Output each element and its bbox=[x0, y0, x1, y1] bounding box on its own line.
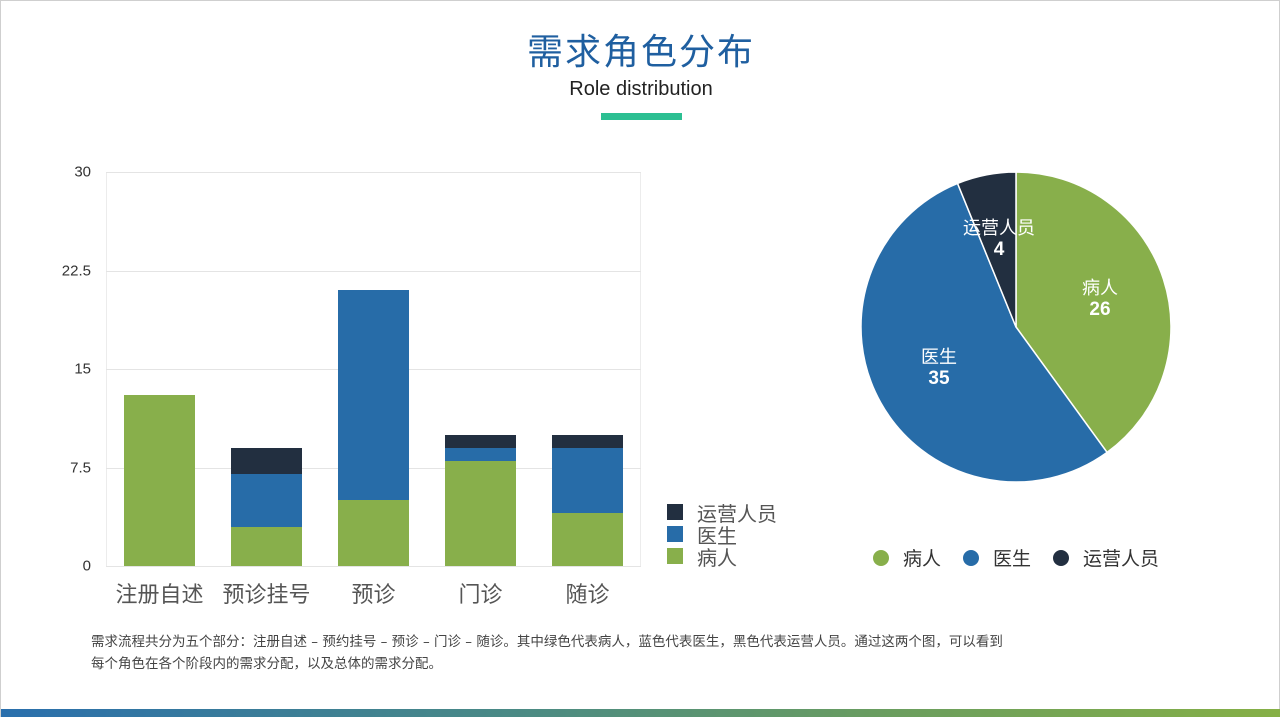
y-tick-label: 30 bbox=[74, 163, 91, 181]
bar-segment-patient bbox=[338, 500, 409, 566]
bar-segment-doctor bbox=[338, 290, 409, 501]
y-tick-label: 15 bbox=[74, 360, 91, 378]
description-line-1: 需求流程共分为五个部分：注册自述 – 预约挂号 – 预诊 – 门诊 – 随诊。其… bbox=[91, 634, 1003, 650]
description-line-2: 每个角色在各个阶段内的需求分配，以及总体的需求分配。 bbox=[91, 656, 442, 672]
bar-legend-label: 病人 bbox=[697, 545, 737, 570]
bar-legend-label: 运营人员 bbox=[697, 501, 777, 526]
title-accent-divider bbox=[601, 113, 682, 120]
pie-legend-label: 运营人员 bbox=[1083, 548, 1160, 570]
pie-legend: 病人 医生 运营人员 bbox=[873, 544, 1181, 571]
ops-swatch-icon bbox=[667, 504, 683, 520]
pie-slice-patient bbox=[1015, 171, 1172, 454]
bar-legend-item-patient: 病人 bbox=[667, 545, 777, 570]
y-tick-label: 0 bbox=[82, 557, 91, 575]
bottom-gradient-bar bbox=[1, 709, 1280, 717]
gridline bbox=[106, 172, 641, 173]
pie-label-value: 35 bbox=[928, 368, 950, 389]
bar-legend-item-ops: 运营人员 bbox=[667, 501, 777, 526]
bar-segment-patient bbox=[124, 395, 195, 566]
x-tick-label: 预诊挂号 bbox=[222, 583, 311, 608]
patient-dot-icon bbox=[873, 549, 889, 566]
pie-chart: 病人 26 医生 35 运营人员 4 bbox=[860, 171, 1172, 483]
pie-legend-item-ops: 运营人员 bbox=[1053, 544, 1159, 571]
pie-svg bbox=[860, 171, 1172, 483]
pie-label-name: 病人 bbox=[1082, 278, 1118, 299]
bar-segment-doctor bbox=[231, 474, 302, 527]
bar-legend-item-doctor: 医生 bbox=[667, 523, 777, 548]
ops-dot-icon bbox=[1053, 549, 1070, 566]
page-title: 需求角色分布 bbox=[526, 32, 755, 73]
pie-label-name: 运营人员 bbox=[963, 218, 1035, 239]
x-tick-label: 注册自述 bbox=[115, 583, 204, 608]
bar-segment-doctor bbox=[445, 447, 516, 461]
pie-label-name: 医生 bbox=[921, 347, 957, 368]
x-tick-label: 随诊 bbox=[565, 583, 610, 608]
pie-label-value: 26 bbox=[1089, 299, 1111, 320]
pie-label-value: 4 bbox=[993, 239, 1005, 260]
pie-legend-label: 病人 bbox=[903, 548, 942, 570]
gridline bbox=[106, 270, 641, 272]
stacked-bar-chart: 0 7.5 15 22.5 30 注册自述 预诊挂号 预诊 门诊 随诊 运营人员 医生 病人 bbox=[1, 1, 801, 621]
pie-label-doctor: 医生 35 bbox=[921, 347, 957, 389]
y-tick-label: 22.5 bbox=[61, 262, 91, 279]
bar-segment-ops bbox=[445, 434, 516, 448]
bar-segment-doctor bbox=[552, 447, 623, 514]
bar-legend: 运营人员 医生 病人 bbox=[667, 501, 777, 570]
patient-swatch-icon bbox=[667, 548, 683, 564]
gridline bbox=[106, 566, 641, 567]
x-tick-label: 门诊 bbox=[458, 583, 503, 608]
pie-label-ops: 运营人员 4 bbox=[963, 218, 1035, 260]
x-tick-label: 预诊 bbox=[351, 583, 396, 608]
bar-segment-patient bbox=[445, 460, 516, 566]
y-tick-label: 7.5 bbox=[70, 459, 91, 476]
pie-slice-ops bbox=[956, 171, 1017, 328]
pie-legend-label: 医生 bbox=[993, 548, 1032, 570]
bar-legend-label: 医生 bbox=[697, 523, 737, 548]
bar-segment-patient bbox=[552, 513, 623, 566]
pie-legend-item-patient: 病人 bbox=[873, 544, 941, 571]
pie-legend-item-doctor: 医生 bbox=[963, 544, 1031, 571]
page-subtitle: Role distribution bbox=[569, 78, 713, 100]
bar-segment-patient bbox=[231, 526, 302, 566]
doctor-dot-icon bbox=[963, 549, 980, 566]
description-text: 需求流程共分为五个部分：注册自述 – 预约挂号 – 预诊 – 门诊 – 随诊。其… bbox=[91, 631, 1201, 675]
doctor-swatch-icon bbox=[667, 526, 683, 542]
pie-label-patient: 病人 26 bbox=[1082, 278, 1118, 320]
pie-slice-doctor bbox=[860, 182, 1109, 483]
bar-segment-ops bbox=[231, 447, 302, 475]
bar-segment-ops bbox=[552, 434, 623, 448]
